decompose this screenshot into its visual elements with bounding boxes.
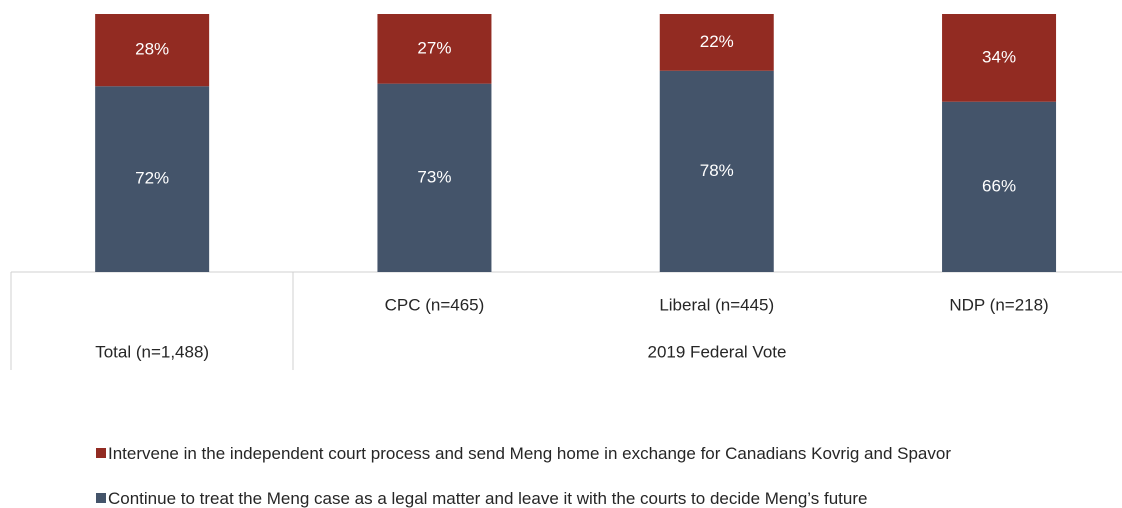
- data-label: 66%: [982, 176, 1016, 195]
- legend-item: Continue to treat the Meng case as a leg…: [96, 485, 1122, 508]
- legend: Intervene in the independent court proce…: [96, 440, 1122, 508]
- legend-swatch: [96, 448, 106, 458]
- legend-label: Intervene in the independent court proce…: [108, 444, 951, 463]
- x-tick-label: NDP (n=218): [949, 295, 1048, 314]
- data-label: 28%: [135, 40, 169, 59]
- legend-swatch: [96, 493, 106, 503]
- bar-segment: [377, 83, 492, 272]
- bar-segment: [95, 86, 210, 273]
- data-label: 27%: [417, 38, 451, 57]
- bar-segment: [942, 14, 1057, 102]
- x-tick-label: CPC (n=465): [385, 295, 485, 314]
- bar-segment: [95, 14, 210, 87]
- data-label: 34%: [982, 47, 1016, 66]
- bar-segment: [659, 14, 774, 71]
- bar-segment: [659, 70, 774, 272]
- x-tick-label: Total (n=1,488): [95, 342, 209, 361]
- x-tick-label: Liberal (n=445): [659, 295, 774, 314]
- data-label: 22%: [700, 32, 734, 51]
- bar-segment: [942, 101, 1057, 272]
- group-label: 2019 Federal Vote: [648, 342, 787, 361]
- bar-segment: [377, 14, 492, 84]
- data-label: 72%: [135, 169, 169, 188]
- legend-item: Intervene in the independent court proce…: [96, 440, 1122, 467]
- data-label: 78%: [700, 161, 734, 180]
- legend-label: Continue to treat the Meng case as a leg…: [108, 489, 868, 508]
- data-label: 73%: [417, 167, 451, 186]
